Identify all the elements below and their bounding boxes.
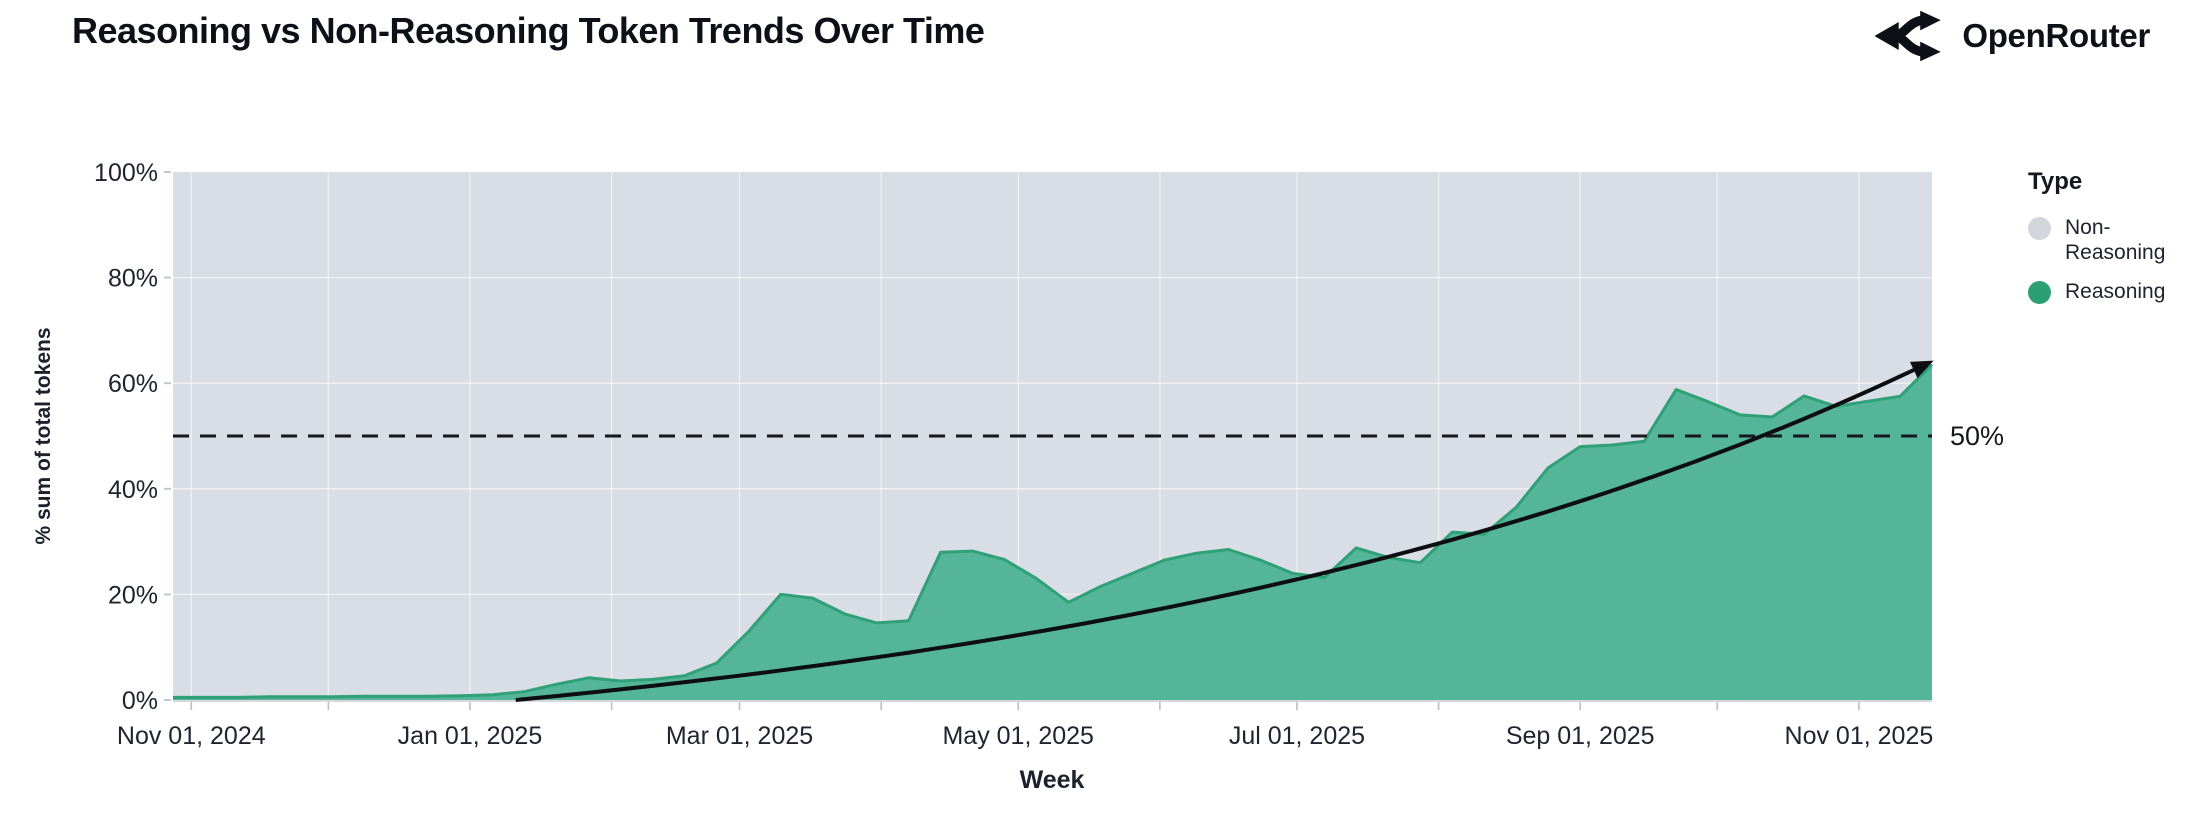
legend-title: Type — [2028, 168, 2083, 195]
legend-item-non-reasoning: Non-Reasoning — [2028, 216, 2202, 266]
x-axis-title: Week — [1019, 766, 1085, 794]
legend-label-non-reasoning: Non-Reasoning — [2065, 216, 2166, 264]
y-tick-label: 0% — [122, 687, 158, 715]
legend-label-reasoning: Reasoning — [2065, 279, 2166, 303]
legend-swatch-reasoning — [2028, 280, 2051, 304]
x-tick-label: Jul 01, 2025 — [1229, 722, 1365, 750]
legend-item-reasoning: Reasoning — [2028, 280, 2202, 305]
y-tick-label: 60% — [108, 370, 158, 398]
trend-arrowhead — [1909, 360, 1934, 379]
legend-swatch-non-reasoning — [2028, 217, 2051, 240]
y-tick-label: 20% — [108, 581, 158, 609]
reference-line-label: 50% — [1950, 421, 2004, 451]
openrouter-logo-icon — [1874, 10, 1942, 62]
trend-arrow-curve — [515, 368, 1915, 702]
brand-openrouter[interactable]: OpenRouter — [1872, 8, 2150, 64]
y-tick-label: 80% — [108, 265, 158, 293]
x-tick-label: Nov 01, 2025 — [1785, 722, 1934, 750]
legend: Type Non-Reasoning Reasoning — [2028, 168, 2202, 318]
x-tick-label: Mar 01, 2025 — [666, 722, 813, 750]
x-tick-label: Sep 01, 2025 — [1506, 722, 1655, 750]
x-tick-label: May 01, 2025 — [942, 722, 1094, 750]
x-tick-label: Jan 01, 2025 — [398, 722, 543, 750]
y-tick-label: 100% — [94, 159, 158, 187]
y-tick-label: 40% — [108, 476, 158, 504]
reasoning-area-outline — [173, 363, 1934, 699]
reasoning-area — [173, 364, 1932, 700]
x-tick-label: Nov 01, 2024 — [117, 722, 266, 750]
brand-name: OpenRouter — [1962, 17, 2150, 54]
page-title: Reasoning vs Non-Reasoning Token Trends … — [72, 10, 985, 51]
